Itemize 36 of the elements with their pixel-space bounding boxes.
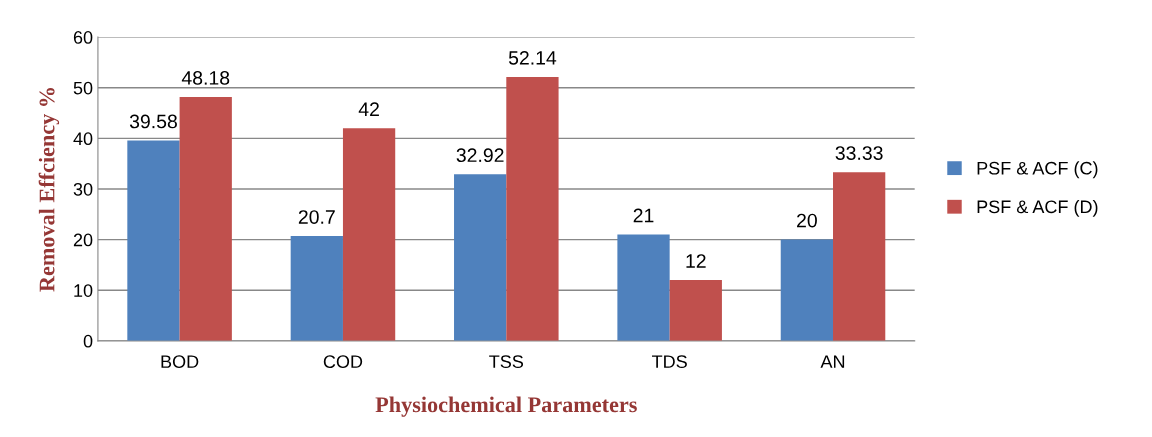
bar bbox=[127, 140, 180, 341]
data-label: 52.14 bbox=[508, 50, 557, 65]
x-tick-label: TDS bbox=[652, 355, 687, 369]
data-label: 12 bbox=[686, 254, 706, 268]
x-tick-label: COD bbox=[323, 355, 363, 369]
legend-label: PSF & ACF (D) bbox=[977, 199, 1098, 217]
data-label: 42 bbox=[358, 102, 379, 116]
x-axis-title: Physiochemical Parameters bbox=[375, 396, 637, 417]
x-tick-label: AN bbox=[820, 355, 845, 368]
data-label: 32.92 bbox=[456, 148, 504, 163]
y-tick-label: 0 bbox=[83, 334, 93, 348]
y-tick-label: 10 bbox=[74, 284, 93, 297]
bar bbox=[669, 280, 722, 341]
y-tick-label: 60 bbox=[73, 31, 93, 44]
y-tick-label: 40 bbox=[73, 132, 93, 146]
y-tick-label: 30 bbox=[73, 182, 93, 196]
bar bbox=[833, 172, 886, 341]
bar bbox=[617, 234, 670, 341]
data-label: 21 bbox=[633, 208, 654, 223]
x-tick-label: BOD bbox=[161, 355, 199, 369]
x-tick-label: TSS bbox=[489, 355, 524, 369]
data-label: 33.33 bbox=[835, 146, 883, 160]
bar bbox=[454, 174, 507, 341]
bar bbox=[179, 96, 232, 341]
bar bbox=[290, 236, 343, 341]
data-label: 20.7 bbox=[298, 210, 335, 224]
bar bbox=[780, 239, 834, 341]
legend-label: PSF & ACF (C) bbox=[977, 161, 1098, 179]
data-label: 39.58 bbox=[129, 114, 177, 129]
bar bbox=[342, 128, 396, 341]
y-tick-label: 20 bbox=[73, 233, 93, 247]
y-axis-title: Removal Effciency % bbox=[38, 88, 60, 292]
data-label: 48.18 bbox=[181, 71, 230, 85]
bar bbox=[506, 76, 559, 341]
y-tick-label: 50 bbox=[73, 81, 93, 95]
data-label: 20 bbox=[797, 213, 817, 228]
